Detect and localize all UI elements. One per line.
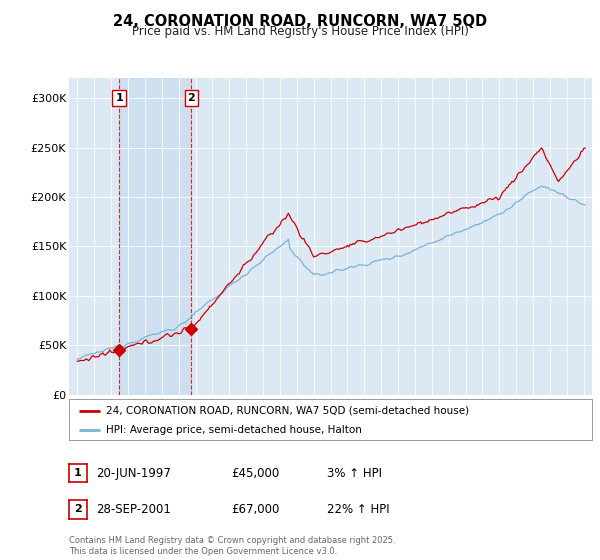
Text: 1: 1	[74, 468, 82, 478]
Text: £67,000: £67,000	[231, 503, 280, 516]
Text: £45,000: £45,000	[231, 466, 279, 480]
Text: 3% ↑ HPI: 3% ↑ HPI	[327, 466, 382, 480]
Text: Contains HM Land Registry data © Crown copyright and database right 2025.
This d: Contains HM Land Registry data © Crown c…	[69, 536, 395, 556]
Text: 20-JUN-1997: 20-JUN-1997	[96, 466, 171, 480]
Text: 2: 2	[187, 93, 195, 103]
Text: 2: 2	[74, 505, 82, 514]
Text: 28-SEP-2001: 28-SEP-2001	[96, 503, 171, 516]
Text: Price paid vs. HM Land Registry's House Price Index (HPI): Price paid vs. HM Land Registry's House …	[131, 25, 469, 38]
Bar	[119, 78, 191, 395]
Text: 24, CORONATION ROAD, RUNCORN, WA7 5QD: 24, CORONATION ROAD, RUNCORN, WA7 5QD	[113, 14, 487, 29]
Text: 24, CORONATION ROAD, RUNCORN, WA7 5QD (semi-detached house): 24, CORONATION ROAD, RUNCORN, WA7 5QD (s…	[106, 405, 469, 416]
Text: 1: 1	[115, 93, 123, 103]
Text: 22% ↑ HPI: 22% ↑ HPI	[327, 503, 389, 516]
Text: HPI: Average price, semi-detached house, Halton: HPI: Average price, semi-detached house,…	[106, 424, 361, 435]
